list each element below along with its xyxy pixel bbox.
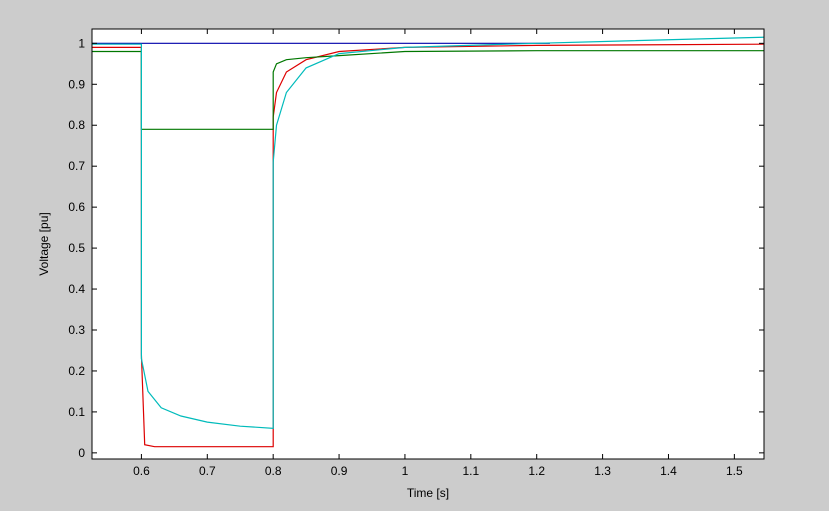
x-tick-label: 0.8 [265,464,282,478]
y-tick-label: 0.5 [68,241,85,255]
y-tick-label: 1 [78,36,85,50]
y-tick-label: 0.4 [68,282,85,296]
plot-frame [91,28,765,460]
x-tick-label: 0.9 [331,464,348,478]
x-axis: 0.6 0.7 0.8 0.9 1 1.1 1.2 1.3 1.4 1.5 [133,29,743,478]
y-tick-label: 0.2 [68,364,85,378]
plot-area [92,29,764,459]
x-axis-label: Time [s] [407,486,449,500]
y-tick-label: 0.6 [68,200,85,214]
y-tick-label: 0.3 [68,323,85,337]
x-tick-label: 0.6 [133,464,150,478]
y-tick-label: 0.8 [68,118,85,132]
y-tick-label: 0.7 [68,159,85,173]
x-tick-label: 1.5 [726,464,743,478]
y-tick-label: 0.1 [68,405,85,419]
x-tick-label: 1.4 [660,464,677,478]
series-layer [92,36,765,448]
x-tick-label: 1 [402,464,409,478]
series-line-4 [92,36,765,429]
y-tick-label: 0.9 [68,77,85,91]
x-tick-label: 1.1 [462,464,479,478]
x-tick-label: 1.2 [528,464,545,478]
y-axis-label: Voltage [pu] [37,212,51,275]
y-axis: 0 0.1 0.2 0.3 0.4 0.5 0.6 0.7 0.8 0.9 1 [68,36,764,460]
x-tick-label: 1.3 [594,464,611,478]
x-tick-label: 0.7 [199,464,216,478]
y-tick-label: 0 [78,446,85,460]
